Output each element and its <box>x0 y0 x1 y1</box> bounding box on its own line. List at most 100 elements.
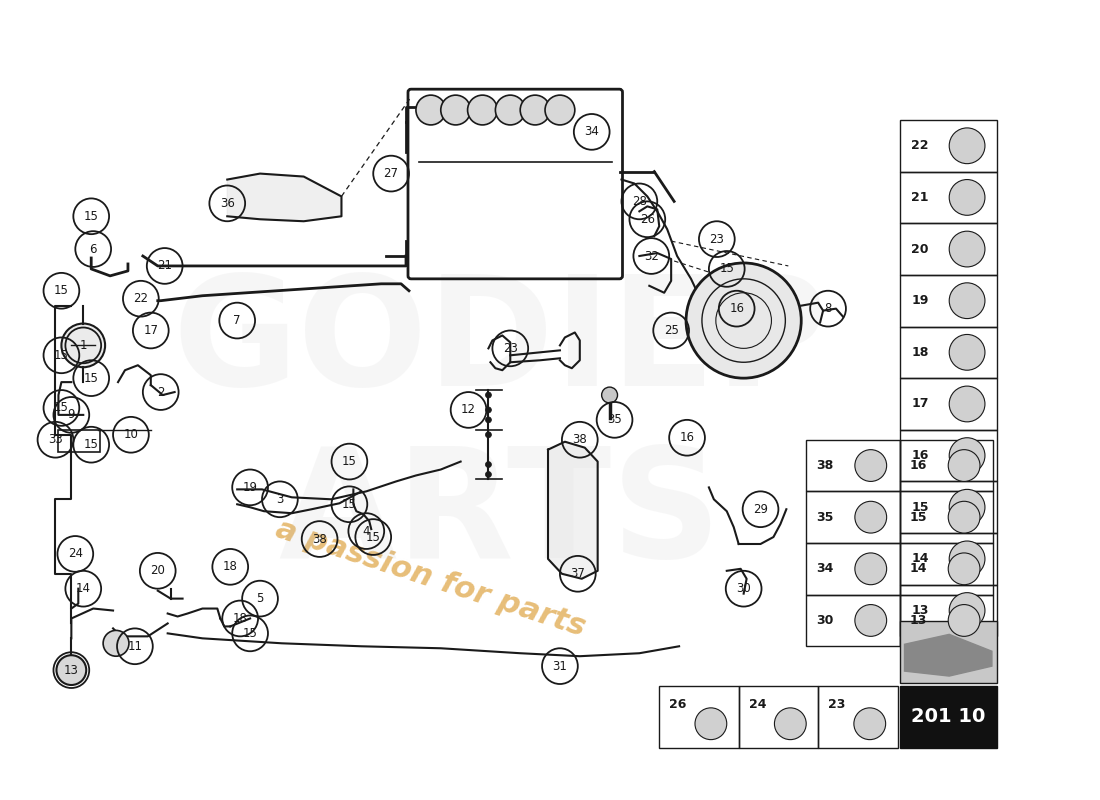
Text: 29: 29 <box>754 502 768 516</box>
Text: 30: 30 <box>816 614 834 627</box>
Text: 33: 33 <box>48 434 63 446</box>
Text: 19: 19 <box>243 481 257 494</box>
Text: 15: 15 <box>84 438 99 451</box>
Text: 26: 26 <box>669 698 686 711</box>
Bar <box>806 543 900 594</box>
Text: 11: 11 <box>128 640 142 653</box>
Text: 1: 1 <box>79 339 87 352</box>
Text: 15: 15 <box>84 372 99 385</box>
Text: 14: 14 <box>76 582 91 595</box>
Text: 15: 15 <box>243 627 257 640</box>
Circle shape <box>949 231 984 267</box>
Text: 16: 16 <box>910 459 927 472</box>
Circle shape <box>948 450 980 482</box>
Polygon shape <box>228 174 341 222</box>
Text: 201 10: 201 10 <box>911 707 986 726</box>
Text: 16: 16 <box>680 431 694 444</box>
Text: GODIEP
ARTS: GODIEP ARTS <box>173 269 828 590</box>
Text: 13: 13 <box>910 614 927 627</box>
Text: 26: 26 <box>640 213 654 226</box>
Circle shape <box>949 541 984 577</box>
Circle shape <box>485 407 492 413</box>
Text: 15: 15 <box>912 501 930 514</box>
Bar <box>900 120 997 171</box>
Circle shape <box>495 95 525 125</box>
Circle shape <box>485 471 492 478</box>
Text: 10: 10 <box>123 428 139 442</box>
Text: 15: 15 <box>366 530 381 543</box>
Text: 15: 15 <box>910 510 927 524</box>
Bar <box>900 622 997 683</box>
Circle shape <box>949 128 984 164</box>
Text: 24: 24 <box>68 547 82 561</box>
Text: 6: 6 <box>89 242 97 255</box>
Bar <box>806 491 900 543</box>
Text: 37: 37 <box>571 567 585 580</box>
Circle shape <box>441 95 471 125</box>
Text: 15: 15 <box>719 262 734 275</box>
Circle shape <box>855 450 887 482</box>
Circle shape <box>544 95 575 125</box>
Bar <box>659 686 739 747</box>
Bar <box>900 533 997 585</box>
Text: 17: 17 <box>143 324 158 337</box>
Circle shape <box>103 630 129 656</box>
Text: 9: 9 <box>67 408 75 422</box>
Text: 20: 20 <box>912 242 930 255</box>
Text: 14: 14 <box>910 562 927 575</box>
Text: 36: 36 <box>220 197 234 210</box>
Bar <box>900 171 997 223</box>
Text: 15: 15 <box>54 284 69 298</box>
Bar <box>900 430 997 482</box>
Text: 38: 38 <box>312 533 327 546</box>
Circle shape <box>686 263 801 378</box>
Circle shape <box>949 386 984 422</box>
Bar <box>900 326 997 378</box>
Polygon shape <box>548 442 597 578</box>
Bar <box>900 594 993 646</box>
Bar <box>58 430 100 452</box>
Circle shape <box>520 95 550 125</box>
Text: 23: 23 <box>503 342 518 355</box>
Text: 31: 31 <box>552 660 568 673</box>
Circle shape <box>602 387 617 403</box>
Text: 18: 18 <box>223 560 238 574</box>
Circle shape <box>948 502 980 533</box>
Text: 15: 15 <box>84 210 99 222</box>
Text: 4: 4 <box>363 525 370 538</box>
Circle shape <box>948 553 980 585</box>
Text: 13: 13 <box>64 664 79 677</box>
Bar <box>806 594 900 646</box>
Text: 28: 28 <box>631 195 647 208</box>
Circle shape <box>855 553 887 585</box>
Text: 19: 19 <box>912 294 928 307</box>
Bar <box>900 223 997 275</box>
Text: 35: 35 <box>607 414 621 426</box>
Text: 15: 15 <box>342 498 356 510</box>
Bar <box>900 491 993 543</box>
Circle shape <box>949 593 984 629</box>
Bar <box>900 686 997 747</box>
Text: 16: 16 <box>912 449 928 462</box>
Circle shape <box>468 95 497 125</box>
Text: 5: 5 <box>256 592 264 605</box>
Bar <box>818 686 898 747</box>
Text: 15: 15 <box>54 349 69 362</box>
Text: 18: 18 <box>912 346 928 359</box>
Text: 38: 38 <box>572 434 587 446</box>
Text: 21: 21 <box>157 259 173 273</box>
Circle shape <box>416 95 446 125</box>
Circle shape <box>949 438 984 474</box>
Circle shape <box>485 417 492 423</box>
Text: 34: 34 <box>584 126 600 138</box>
Text: 18: 18 <box>233 612 248 625</box>
Text: 2: 2 <box>157 386 165 398</box>
Text: 22: 22 <box>133 292 148 306</box>
Text: 35: 35 <box>816 510 834 524</box>
Bar <box>900 585 997 636</box>
Circle shape <box>56 655 86 685</box>
Text: 23: 23 <box>710 233 724 246</box>
Circle shape <box>485 392 492 398</box>
Text: 13: 13 <box>912 604 928 617</box>
Text: 21: 21 <box>912 191 930 204</box>
